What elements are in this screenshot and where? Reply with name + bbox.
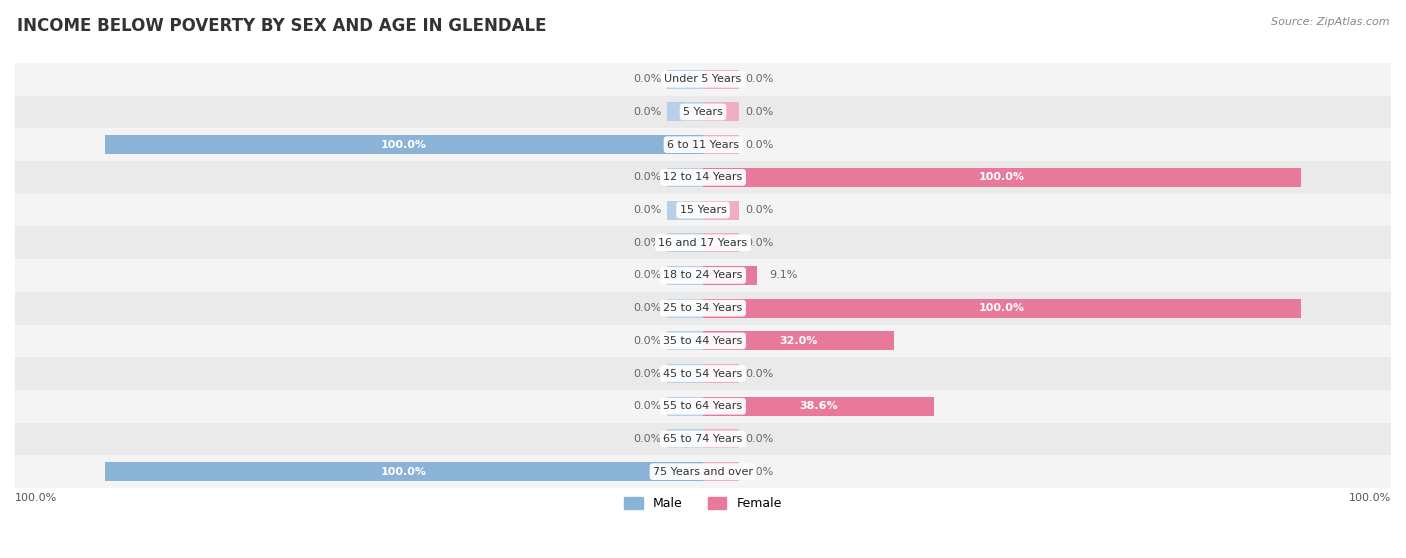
Text: 32.0%: 32.0% — [779, 336, 818, 346]
Bar — [15, 128, 1391, 161]
Text: 0.0%: 0.0% — [745, 238, 773, 248]
Bar — [703, 168, 1302, 187]
Text: 0.0%: 0.0% — [745, 205, 773, 215]
Bar — [666, 200, 703, 219]
Bar — [15, 422, 1391, 455]
Bar — [666, 430, 703, 449]
Text: 0.0%: 0.0% — [745, 466, 773, 477]
Bar — [15, 194, 1391, 227]
Text: INCOME BELOW POVERTY BY SEX AND AGE IN GLENDALE: INCOME BELOW POVERTY BY SEX AND AGE IN G… — [17, 17, 547, 35]
Bar — [703, 70, 740, 89]
Text: 75 Years and over: 75 Years and over — [652, 466, 754, 477]
Bar — [703, 397, 934, 416]
Text: 100.0%: 100.0% — [1348, 493, 1391, 503]
Bar — [666, 364, 703, 383]
Bar — [703, 331, 894, 350]
Text: 45 to 54 Years: 45 to 54 Years — [664, 368, 742, 378]
Legend: Male, Female: Male, Female — [619, 492, 787, 515]
Bar — [666, 168, 703, 187]
Text: Under 5 Years: Under 5 Years — [665, 74, 741, 84]
Bar — [703, 462, 740, 481]
Text: 5 Years: 5 Years — [683, 107, 723, 117]
Text: 65 to 74 Years: 65 to 74 Years — [664, 434, 742, 444]
Text: 100.0%: 100.0% — [381, 140, 427, 150]
Bar — [703, 135, 740, 154]
Text: 16 and 17 Years: 16 and 17 Years — [658, 238, 748, 248]
Bar — [104, 135, 703, 154]
Bar — [703, 299, 1302, 318]
Bar — [15, 63, 1391, 95]
Text: 0.0%: 0.0% — [633, 74, 661, 84]
Text: 0.0%: 0.0% — [745, 434, 773, 444]
Bar — [703, 233, 740, 252]
Bar — [703, 364, 740, 383]
Bar — [15, 292, 1391, 325]
Text: 18 to 24 Years: 18 to 24 Years — [664, 271, 742, 281]
Bar — [15, 227, 1391, 259]
Bar — [703, 200, 740, 219]
Text: 100.0%: 100.0% — [979, 172, 1025, 182]
Text: 25 to 34 Years: 25 to 34 Years — [664, 303, 742, 313]
Text: 100.0%: 100.0% — [979, 303, 1025, 313]
Text: 0.0%: 0.0% — [633, 336, 661, 346]
Text: 9.1%: 9.1% — [769, 271, 797, 281]
Bar — [703, 266, 758, 285]
Text: 0.0%: 0.0% — [745, 140, 773, 150]
Bar — [666, 233, 703, 252]
Text: 12 to 14 Years: 12 to 14 Years — [664, 172, 742, 182]
Text: 38.6%: 38.6% — [799, 401, 838, 411]
Bar — [666, 70, 703, 89]
Text: 0.0%: 0.0% — [633, 434, 661, 444]
Bar — [15, 390, 1391, 422]
Text: 0.0%: 0.0% — [745, 74, 773, 84]
Bar — [703, 103, 740, 122]
Bar — [666, 299, 703, 318]
Text: 0.0%: 0.0% — [633, 401, 661, 411]
Text: 0.0%: 0.0% — [745, 107, 773, 117]
Bar — [15, 95, 1391, 128]
Bar — [15, 455, 1391, 488]
Bar — [666, 266, 703, 285]
Text: 0.0%: 0.0% — [633, 368, 661, 378]
Text: 0.0%: 0.0% — [633, 205, 661, 215]
Text: 100.0%: 100.0% — [15, 493, 58, 503]
Bar — [666, 103, 703, 122]
Text: 0.0%: 0.0% — [633, 172, 661, 182]
Bar — [666, 397, 703, 416]
Text: 0.0%: 0.0% — [633, 107, 661, 117]
Bar — [15, 325, 1391, 357]
Text: 0.0%: 0.0% — [633, 271, 661, 281]
Bar — [15, 259, 1391, 292]
Text: 0.0%: 0.0% — [633, 303, 661, 313]
Bar — [666, 331, 703, 350]
Bar — [15, 161, 1391, 194]
Bar — [15, 357, 1391, 390]
Text: Source: ZipAtlas.com: Source: ZipAtlas.com — [1271, 17, 1389, 27]
Bar — [703, 430, 740, 449]
Text: 15 Years: 15 Years — [679, 205, 727, 215]
Text: 55 to 64 Years: 55 to 64 Years — [664, 401, 742, 411]
Text: 35 to 44 Years: 35 to 44 Years — [664, 336, 742, 346]
Text: 0.0%: 0.0% — [633, 238, 661, 248]
Text: 100.0%: 100.0% — [381, 466, 427, 477]
Bar — [104, 462, 703, 481]
Text: 6 to 11 Years: 6 to 11 Years — [666, 140, 740, 150]
Text: 0.0%: 0.0% — [745, 368, 773, 378]
